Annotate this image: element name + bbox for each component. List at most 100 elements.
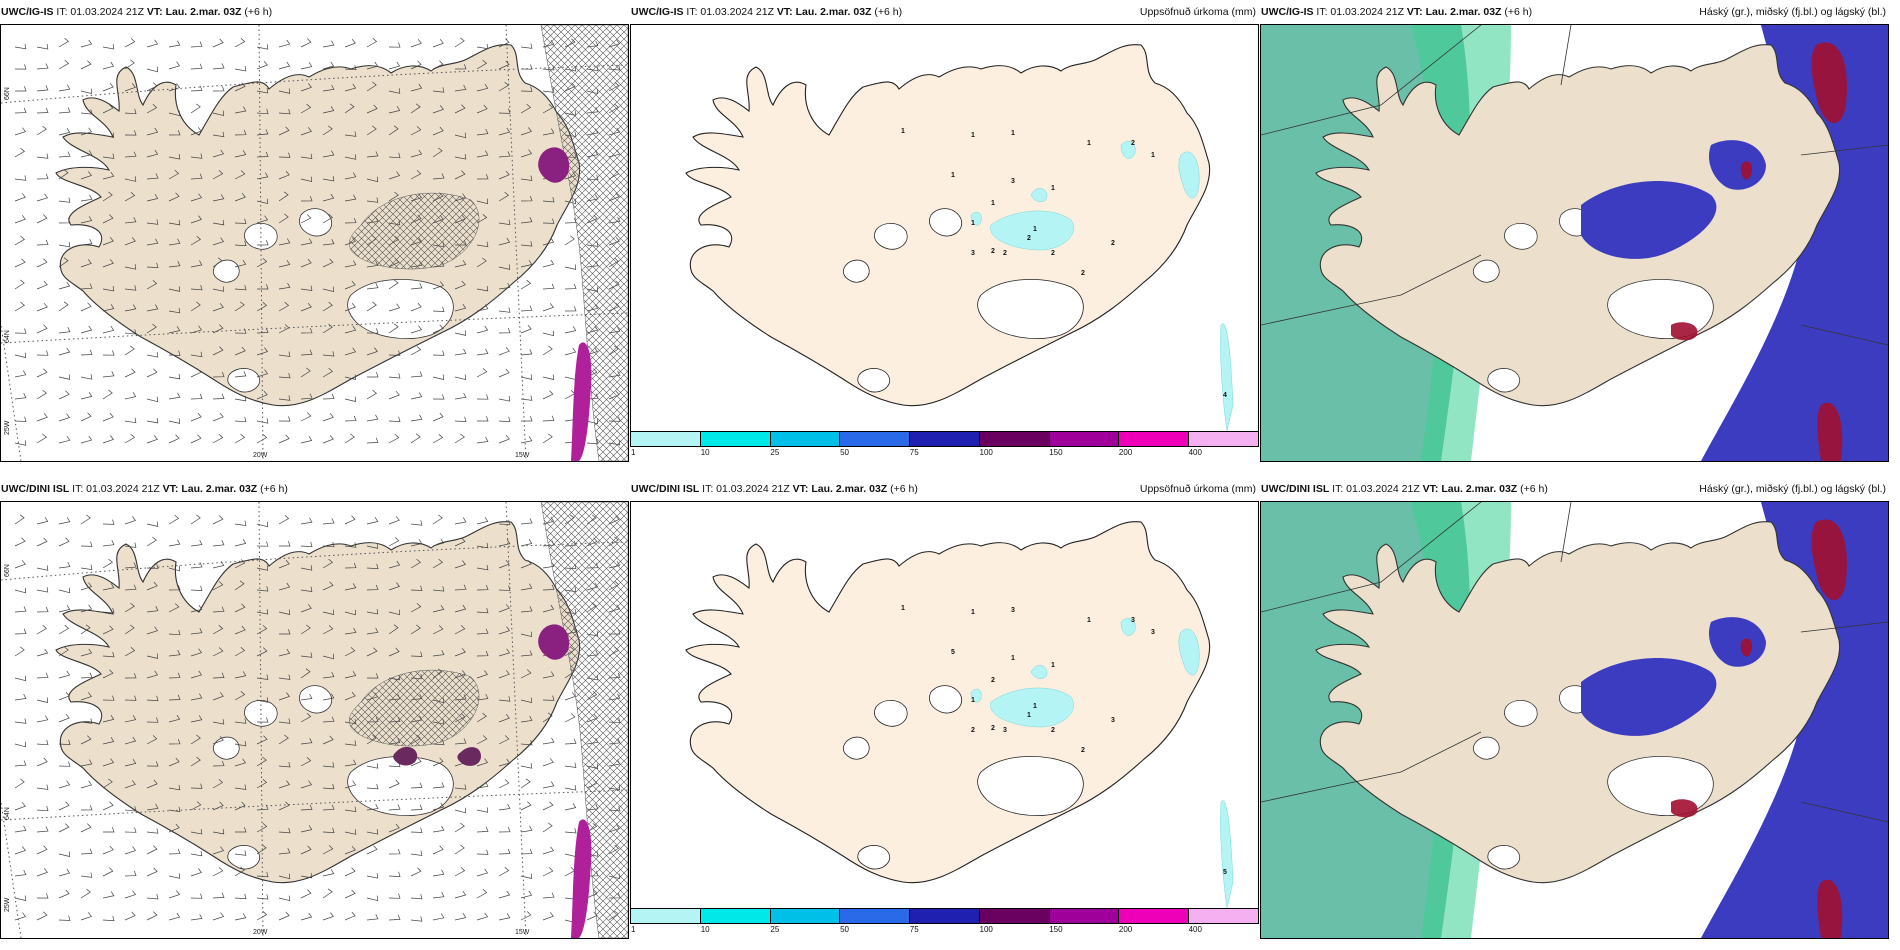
precip-area <box>1178 628 1200 676</box>
precip-area <box>1120 618 1136 636</box>
colorbar-tick-label: 25 <box>770 448 780 457</box>
lat-label-64n: 64N <box>4 807 11 820</box>
valid-time: VT: Lau. 2.mar. 03Z <box>162 483 258 495</box>
colorbar-tick-label: 100 <box>979 925 993 934</box>
lead-time: (+6 h) <box>244 6 273 18</box>
projection-lines <box>1261 502 1888 823</box>
precip-value-label: 1 <box>971 132 975 139</box>
wind-map-svg: 66N 64N 25W 20W 15W <box>1 25 628 461</box>
precip-value-label: 1 <box>901 605 905 612</box>
init-time: IT: 01.03.2024 21Z <box>686 6 774 18</box>
precip-value-label: 2 <box>1081 270 1085 277</box>
colorbar-tick-label: 150 <box>1049 448 1063 457</box>
precip-value-label: 2 <box>991 677 995 684</box>
precip-value-label: 1 <box>1151 152 1155 159</box>
precip-value-label: 2 <box>1003 250 1007 257</box>
colorbar-swatch <box>1119 909 1190 923</box>
colorbar-tick-label: 1 <box>631 448 636 457</box>
precip-value-label: 1 <box>1027 712 1031 719</box>
precip-colorbar: 1 10 25 50 75 100 150 200 400 <box>630 908 1259 939</box>
panel-precip-dini-isl: UWC/DINI ISL IT: 01.03.2024 21Z VT: Lau.… <box>630 477 1259 939</box>
panel-cloud-ig-is: UWC/IG-IS IT: 01.03.2024 21Z VT: Lau. 2.… <box>1260 0 1889 462</box>
precip-value-label: 3 <box>1011 607 1015 614</box>
low-cloud-area <box>1671 322 1698 341</box>
graticule <box>1 25 628 461</box>
init-time: IT: 01.03.2024 21Z <box>1332 483 1420 495</box>
wind-map-svg: 66N 64N 25W 20W 15W <box>1 502 628 938</box>
field-title: Háský (gr.), miðský (fj.bl.) og lágský (… <box>1699 483 1886 495</box>
precip-value-label: 1 <box>971 220 975 227</box>
mid-cloud-area <box>1701 25 1888 461</box>
colorbar-tick-label: 200 <box>1118 448 1133 457</box>
graticule <box>1 502 628 938</box>
precip-area <box>1030 665 1048 679</box>
precip-value-label: 1 <box>1051 662 1055 669</box>
wind-map: 66N 64N 25W 20W 15W <box>0 501 629 939</box>
precip-area <box>1220 800 1234 908</box>
precip-area <box>970 211 982 226</box>
colorbar-tick-label: 75 <box>909 448 919 457</box>
panel-header: UWC/IG-IS IT: 01.03.2024 21Z VT: Lau. 2.… <box>1260 0 1889 24</box>
precip-value-label: 1 <box>951 172 955 179</box>
init-time: IT: 01.03.2024 21Z <box>72 483 160 495</box>
valid-time: VT: Lau. 2.mar. 03Z <box>776 6 872 18</box>
colorbar-swatch <box>700 432 771 446</box>
model-label: UWC/DINI ISL <box>1261 483 1330 495</box>
cloud-map-svg <box>1261 502 1888 938</box>
precip-value-label: 3 <box>1131 617 1135 624</box>
iceland-landmass <box>685 44 1211 407</box>
colorbar-labels: 1 10 25 50 75 100 150 200 400 <box>630 925 1259 937</box>
precip-value-label: 3 <box>971 250 975 257</box>
model-label: UWC/DINI ISL <box>631 483 700 495</box>
precip-area <box>990 687 1074 728</box>
hatched-region <box>349 669 480 747</box>
colorbar-tick-label: 25 <box>770 925 780 934</box>
lon-label-20w: 20W <box>253 452 268 459</box>
precip-value-label: 1 <box>971 697 975 704</box>
low-cloud-area <box>1740 638 1753 657</box>
colorbar-tick-label: 100 <box>979 448 993 457</box>
precip-value-label: 1 <box>971 609 975 616</box>
model-label: UWC/DINI ISL <box>1 483 70 495</box>
lon-label-15w: 15W <box>515 929 530 936</box>
iceland-landmass <box>55 44 581 407</box>
precip-value-label: 3 <box>1003 727 1007 734</box>
lead-time: (+6 h) <box>1520 483 1548 495</box>
valid-time: VT: Lau. 2.mar. 03Z <box>146 6 242 18</box>
colorbar-swatch <box>1119 432 1190 446</box>
lon-label-25w: 25W <box>4 420 11 435</box>
precip-value-label: 1 <box>1011 130 1015 137</box>
colorbar-swatch <box>700 909 771 923</box>
precip-colorbar: 1 10 25 50 75 100 150 200 400 <box>630 431 1259 462</box>
valid-time: VT: Lau. 2.mar. 03Z <box>792 483 888 495</box>
precip-value-label: 1 <box>1087 140 1091 147</box>
colorbar-labels: 1 10 25 50 75 100 150 200 400 <box>630 448 1259 460</box>
magenta-blob <box>538 624 570 660</box>
precip-value-label: 2 <box>1081 747 1085 754</box>
panel-precip-ig-is: UWC/IG-IS IT: 01.03.2024 21Z VT: Lau. 2.… <box>630 0 1259 462</box>
precip-area <box>1120 141 1136 159</box>
colorbar-swatch <box>979 432 1050 446</box>
lead-time: (+6 h) <box>1504 6 1533 18</box>
panel-wind-ig-is: UWC/IG-IS IT: 01.03.2024 21Z VT: Lau. 2.… <box>0 0 629 462</box>
wind-barbs <box>14 37 621 446</box>
lead-time: (+6 h) <box>890 483 918 495</box>
precip-area <box>1178 151 1200 199</box>
panel-cloud-dini-isl: UWC/DINI ISL IT: 01.03.2024 21Z VT: Lau.… <box>1260 477 1889 939</box>
cloud-map-svg <box>1261 25 1888 461</box>
colorbar-tick-label: 10 <box>700 448 710 457</box>
lead-time: (+6 h) <box>874 6 903 18</box>
iceland-landmass <box>1315 44 1841 407</box>
lon-label-15w: 15W <box>515 452 530 459</box>
colorbar-swatch <box>1189 909 1259 923</box>
cloud-map <box>1260 501 1889 939</box>
colorbar-tick-label: 10 <box>700 925 710 934</box>
precip-value-label: 1 <box>1033 703 1037 710</box>
lon-label-20w: 20W <box>253 929 268 936</box>
run-info: UWC/IG-IS IT: 01.03.2024 21Z VT: Lau. 2.… <box>631 0 902 24</box>
colorbar-swatches <box>630 431 1259 447</box>
model-label: UWC/IG-IS <box>1 6 54 18</box>
precip-value-label: 2 <box>971 727 975 734</box>
